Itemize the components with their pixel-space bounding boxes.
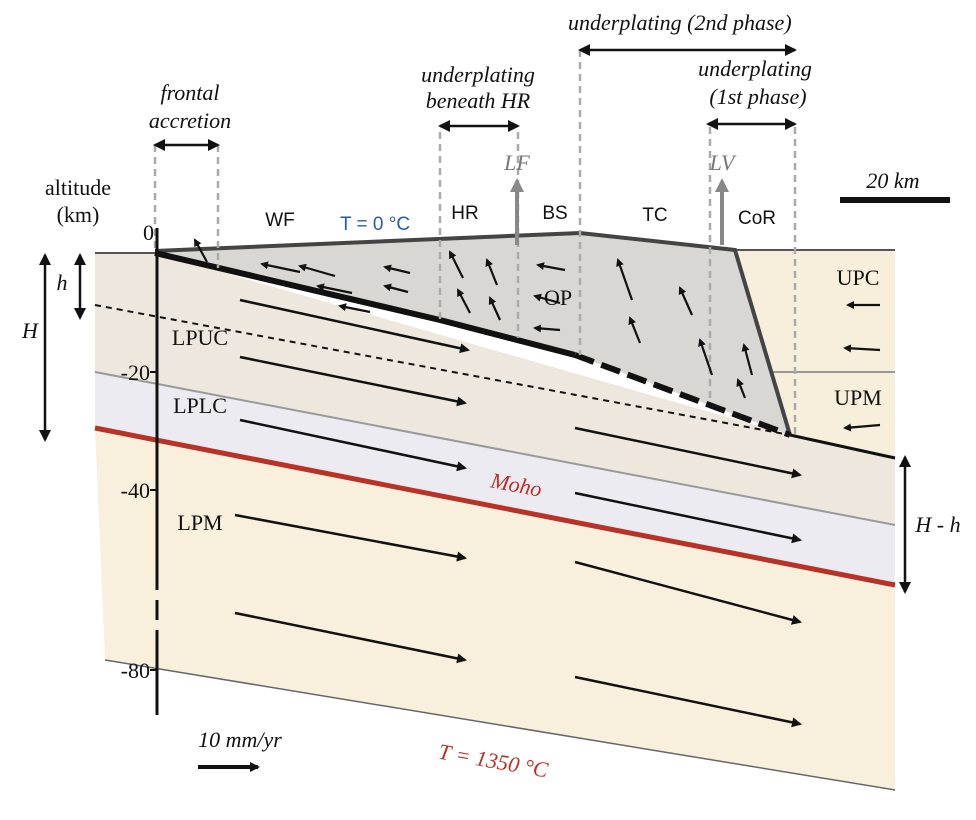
region-label: T = 1350 °C xyxy=(437,739,551,783)
thickness-label: h xyxy=(57,270,68,295)
region-label: UPC xyxy=(837,265,880,290)
annotation: beneath HR xyxy=(426,88,531,113)
annotation: accretion xyxy=(149,108,231,133)
region-label: LPLC xyxy=(173,393,227,418)
region-label: UPM xyxy=(834,385,882,410)
region-label: TC xyxy=(642,205,667,226)
annotation: underplating xyxy=(421,62,535,87)
tick-label: -40 xyxy=(121,478,150,503)
region-label: HR xyxy=(451,203,478,224)
annotation: underplating (2nd phase) xyxy=(568,10,792,35)
region-label: BS xyxy=(542,203,567,224)
region-label: T = 0 °C xyxy=(340,214,410,235)
axis-title: (km) xyxy=(57,202,100,227)
annotation: (1st phase) xyxy=(709,84,806,109)
tick-label: 0 xyxy=(143,220,154,245)
region-label: LPM xyxy=(177,510,222,535)
annotation: frontal xyxy=(160,80,219,105)
region-label: CoR xyxy=(738,208,776,229)
region-label: LPUC xyxy=(172,325,228,350)
thickness-label: H xyxy=(21,318,39,343)
annotation: LV xyxy=(709,150,737,175)
tick-label: -80 xyxy=(121,658,150,683)
region-label: WF xyxy=(265,210,295,231)
diagram: altitude (km) 0 -20 -40 -80 underplating… xyxy=(0,0,976,820)
annotation: 20 km xyxy=(866,168,919,193)
annotation: LF xyxy=(503,150,530,175)
tick-label: -20 xyxy=(121,360,150,385)
region-label: OP xyxy=(544,285,572,310)
thickness-label: H - h xyxy=(914,512,960,537)
annotation: underplating xyxy=(698,56,812,81)
axis-title: altitude xyxy=(45,175,111,200)
annotation: 10 mm/yr xyxy=(198,727,282,752)
